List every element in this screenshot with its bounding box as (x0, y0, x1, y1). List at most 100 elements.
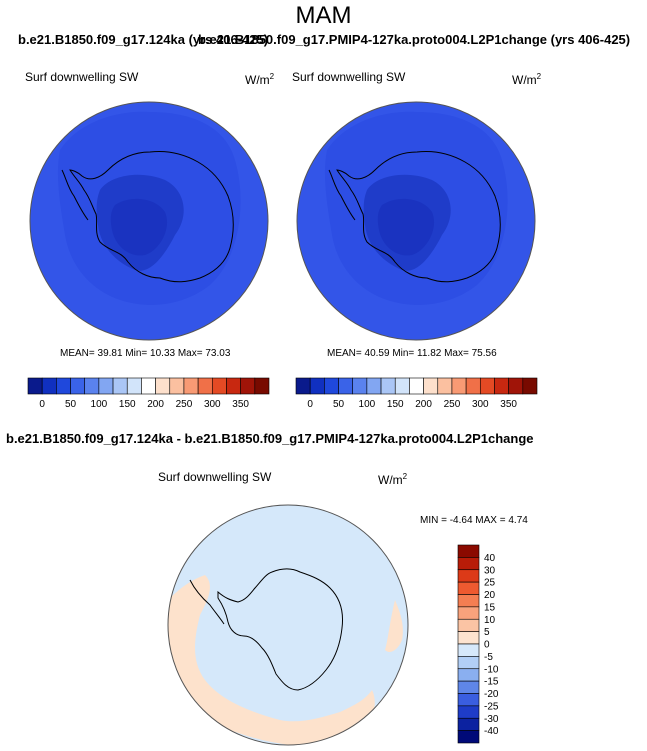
colorbar-1-tick-label: 200 (147, 399, 164, 410)
colorbar-1-tick-label: 100 (91, 399, 108, 410)
colorbar-3-swatch (457, 656, 480, 670)
map2-peninsula-coast (328, 169, 356, 221)
colorbar-1-swatch (254, 377, 270, 395)
colorbar-2-swatch (479, 377, 495, 395)
season-title: MAM (295, 2, 352, 29)
colorbar-2-swatch (465, 377, 481, 395)
colorbar-1-swatch (41, 377, 57, 395)
map3-units-label: W/m2 (378, 472, 408, 487)
colorbar-3-tick-label: 15 (484, 602, 496, 613)
colorbar-1-swatch (197, 377, 213, 395)
map1-polar-plot (30, 102, 268, 340)
colorbar-1: 0 50 100 150 200 250 300 350 (27, 377, 270, 410)
map3-variable-label: Surf downwelling SW (158, 470, 272, 484)
colorbar-2-swatch (494, 377, 509, 395)
map1-border (29, 101, 269, 341)
map2-stats: MEAN= 40.59 Min= 11.82 Max= 75.56 (327, 348, 497, 359)
colorbar-2-swatch (366, 377, 382, 395)
colorbar-1-swatch (141, 377, 156, 395)
colorbar-2-swatch (522, 377, 538, 395)
colorbar-2-tick-label: 100 (359, 399, 376, 410)
map2-units-label: W/m2 (512, 72, 542, 87)
map3-positive-region-east (385, 600, 403, 652)
colorbar-3-swatch (457, 680, 480, 694)
colorbar-1-swatch (70, 377, 86, 395)
colorbar-2-swatch (309, 377, 325, 395)
colorbar-3-tick-label: 20 (484, 590, 496, 601)
map2-polar-plot (297, 102, 535, 340)
map1-variable-label: Surf downwelling SW (25, 70, 139, 84)
colorbar-3-swatch (457, 544, 480, 558)
right-panel-title: b.e21.B1850.f09_g17.PMIP4-127ka.proto004… (198, 32, 631, 47)
map1-antarctic-coastline (69, 151, 234, 283)
colorbar-2-swatch (394, 377, 410, 395)
colorbar-3-swatch (457, 717, 480, 731)
colorbar-1-swatch (183, 377, 199, 395)
colorbar-3-swatch (457, 618, 480, 632)
map3-stats: MIN = -4.64 MAX = 4.74 (420, 515, 528, 526)
colorbar-2-swatch (352, 377, 368, 395)
colorbar-1-tick-label: 250 (176, 399, 193, 410)
colorbar-1-swatch (169, 377, 185, 395)
colorbar-2-tick-label: 0 (307, 399, 313, 410)
colorbar-2-tick-label: 350 (500, 399, 517, 410)
colorbar-3-tick-label: 40 (484, 553, 496, 564)
colorbar-3-swatch (457, 569, 480, 583)
map3-positive-region-west (168, 575, 375, 745)
colorbar-2-swatch (324, 377, 339, 395)
colorbar-3-swatch (457, 668, 480, 682)
colorbar-3-swatch (457, 730, 480, 744)
colorbar-2-swatch (380, 377, 396, 395)
map3-border (167, 504, 409, 746)
colorbar-1-swatch (126, 377, 142, 395)
colorbar-2-swatch (451, 377, 467, 395)
colorbar-2-swatch (409, 377, 424, 395)
map3-antarctic-coastline (217, 568, 343, 691)
colorbar-2-tick-label: 300 (472, 399, 489, 410)
difference-title: b.e21.B1850.f09_g17.124ka - b.e21.B1850.… (6, 431, 534, 446)
colorbar-1-swatch (84, 377, 100, 395)
colorbar-1-swatch (211, 377, 227, 395)
map1-units-label: W/m2 (245, 72, 275, 87)
colorbar-1-swatch (155, 377, 171, 395)
colorbar-2-swatch (437, 377, 453, 395)
colorbar-3-tick-label: 10 (484, 615, 496, 626)
map1-peninsula-coast (61, 169, 89, 221)
colorbar-1-swatch (56, 377, 71, 395)
map1-stats: MEAN= 39.81 Min= 10.33 Max= 73.03 (60, 348, 231, 359)
colorbar-3-tick-label: -25 (484, 701, 499, 712)
colorbar-3-swatch (457, 606, 480, 620)
colorbar-3-tick-label: 5 (484, 627, 490, 638)
colorbar-2-tick-label: 50 (333, 399, 345, 410)
colorbar-3-swatch (457, 581, 480, 595)
map2-variable-label: Surf downwelling SW (292, 70, 406, 84)
colorbar-2-swatch (338, 377, 354, 395)
colorbar-1-tick-label: 0 (39, 399, 45, 410)
colorbar-3-tick-label: -10 (484, 664, 499, 675)
colorbar-1-tick-label: 350 (232, 399, 249, 410)
colorbar-3-tick-label: -30 (484, 714, 499, 725)
map3-peninsula-coast (189, 579, 225, 625)
colorbar-1-swatch (112, 377, 128, 395)
colorbar-1-swatch (27, 377, 43, 395)
map2-center-shading (377, 198, 435, 256)
colorbar-3-tick-label: -15 (484, 677, 499, 688)
colorbar-3-swatch (457, 643, 480, 657)
colorbar-3-tick-label: -40 (484, 726, 499, 737)
map2-antarctic-coastline (336, 151, 501, 283)
colorbar-2-tick-label: 250 (444, 399, 461, 410)
colorbar-3-tick-label: 25 (484, 578, 496, 589)
colorbar-2-tick-label: 150 (387, 399, 404, 410)
colorbar-3-tick-label: 30 (484, 565, 496, 576)
colorbar-2-swatch (508, 377, 524, 395)
colorbar-3-swatch (457, 693, 480, 707)
colorbar-1-swatch (98, 377, 114, 395)
colorbar-2-swatch (295, 377, 311, 395)
colorbar-3-tick-label: 0 (484, 640, 490, 651)
colorbar-2-swatch (423, 377, 439, 395)
map2-border (296, 101, 536, 341)
map1-center-shading (110, 198, 168, 256)
colorbar-1-tick-label: 300 (204, 399, 221, 410)
